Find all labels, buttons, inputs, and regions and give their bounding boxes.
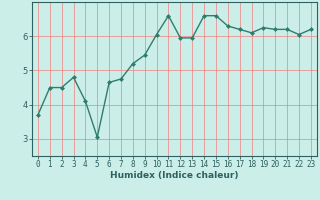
- X-axis label: Humidex (Indice chaleur): Humidex (Indice chaleur): [110, 171, 239, 180]
